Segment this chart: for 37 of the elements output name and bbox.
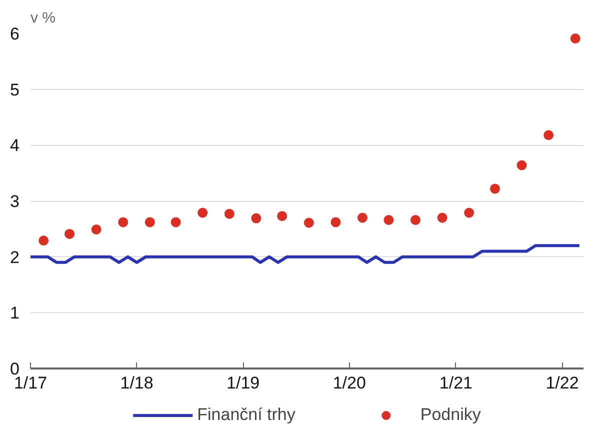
point <box>91 224 102 234</box>
y-axis-title: v % <box>30 10 56 26</box>
point <box>118 217 128 228</box>
point <box>251 213 262 224</box>
point <box>384 214 394 225</box>
point <box>64 228 75 239</box>
point <box>224 208 234 219</box>
y-tick-label: 3 <box>10 192 20 211</box>
point <box>544 130 554 140</box>
legend-label: Finanční trhy <box>197 405 296 425</box>
point <box>277 211 288 222</box>
point <box>330 217 341 228</box>
y-tick-label: 1 <box>10 304 20 323</box>
y-tick-label: 4 <box>10 136 20 156</box>
point <box>304 218 314 228</box>
x-tick-label: 1/22 <box>546 374 579 392</box>
x-tick-label: 1/18 <box>120 374 154 392</box>
point <box>464 208 474 218</box>
x-tick-label: 1/19 <box>226 374 260 392</box>
y-tick-label: 2 <box>10 248 20 267</box>
x-tick-label: 1/17 <box>14 374 48 392</box>
x-tick-label: 1/20 <box>332 374 366 392</box>
point <box>437 212 448 223</box>
point <box>357 212 368 223</box>
y-tick-label: 5 <box>10 80 20 100</box>
x-tick-label: 1/21 <box>439 374 472 392</box>
point <box>516 160 527 170</box>
point <box>170 217 181 228</box>
point <box>410 214 420 225</box>
point <box>490 184 500 194</box>
y-tick-label: 6 <box>10 24 20 44</box>
legend-label: Podniky <box>420 405 481 425</box>
point <box>38 236 49 246</box>
line-series <box>30 244 581 264</box>
point <box>570 34 580 44</box>
point <box>198 208 208 218</box>
point <box>144 217 155 228</box>
